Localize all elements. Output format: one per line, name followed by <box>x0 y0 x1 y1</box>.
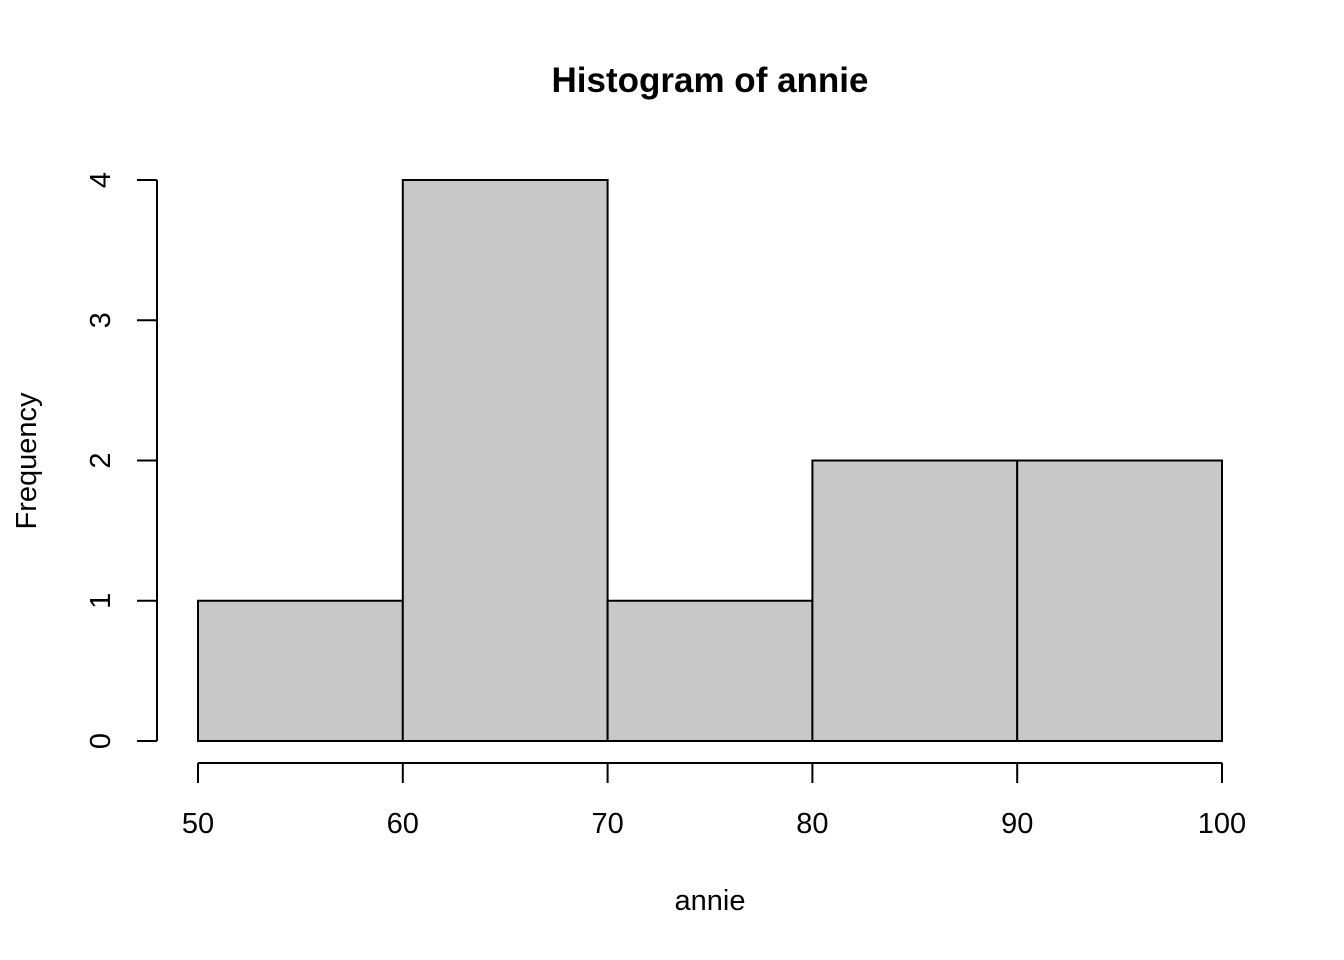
x-tick-label: 50 <box>182 808 214 840</box>
y-tick-label: 1 <box>85 593 117 609</box>
histogram-bar-60-70 <box>401 179 609 742</box>
histogram-bar-70-80 <box>606 599 814 742</box>
y-tick-label: 0 <box>85 733 117 749</box>
x-axis-label: annie <box>675 885 746 917</box>
histogram-bar-90-100 <box>1016 459 1224 742</box>
y-tick-label: 3 <box>85 312 117 328</box>
x-tick-label: 80 <box>796 808 828 840</box>
y-axis-label: Frequency <box>11 392 43 530</box>
x-tick-label: 90 <box>1001 808 1033 840</box>
chart-title: Histogram of annie <box>552 61 869 100</box>
x-tick-label: 100 <box>1198 808 1246 840</box>
histogram-bar-80-90 <box>811 459 1019 742</box>
x-tick-label: 70 <box>591 808 623 840</box>
y-axis: 0 1 2 3 4 <box>85 172 158 749</box>
bars-group <box>197 179 1224 742</box>
y-tick-label: 2 <box>85 452 117 468</box>
histogram-bar-50-60 <box>197 599 404 742</box>
x-axis: 50 60 70 80 90 100 <box>182 762 1246 840</box>
x-tick-label: 60 <box>387 808 419 840</box>
y-tick-label: 4 <box>85 172 117 188</box>
